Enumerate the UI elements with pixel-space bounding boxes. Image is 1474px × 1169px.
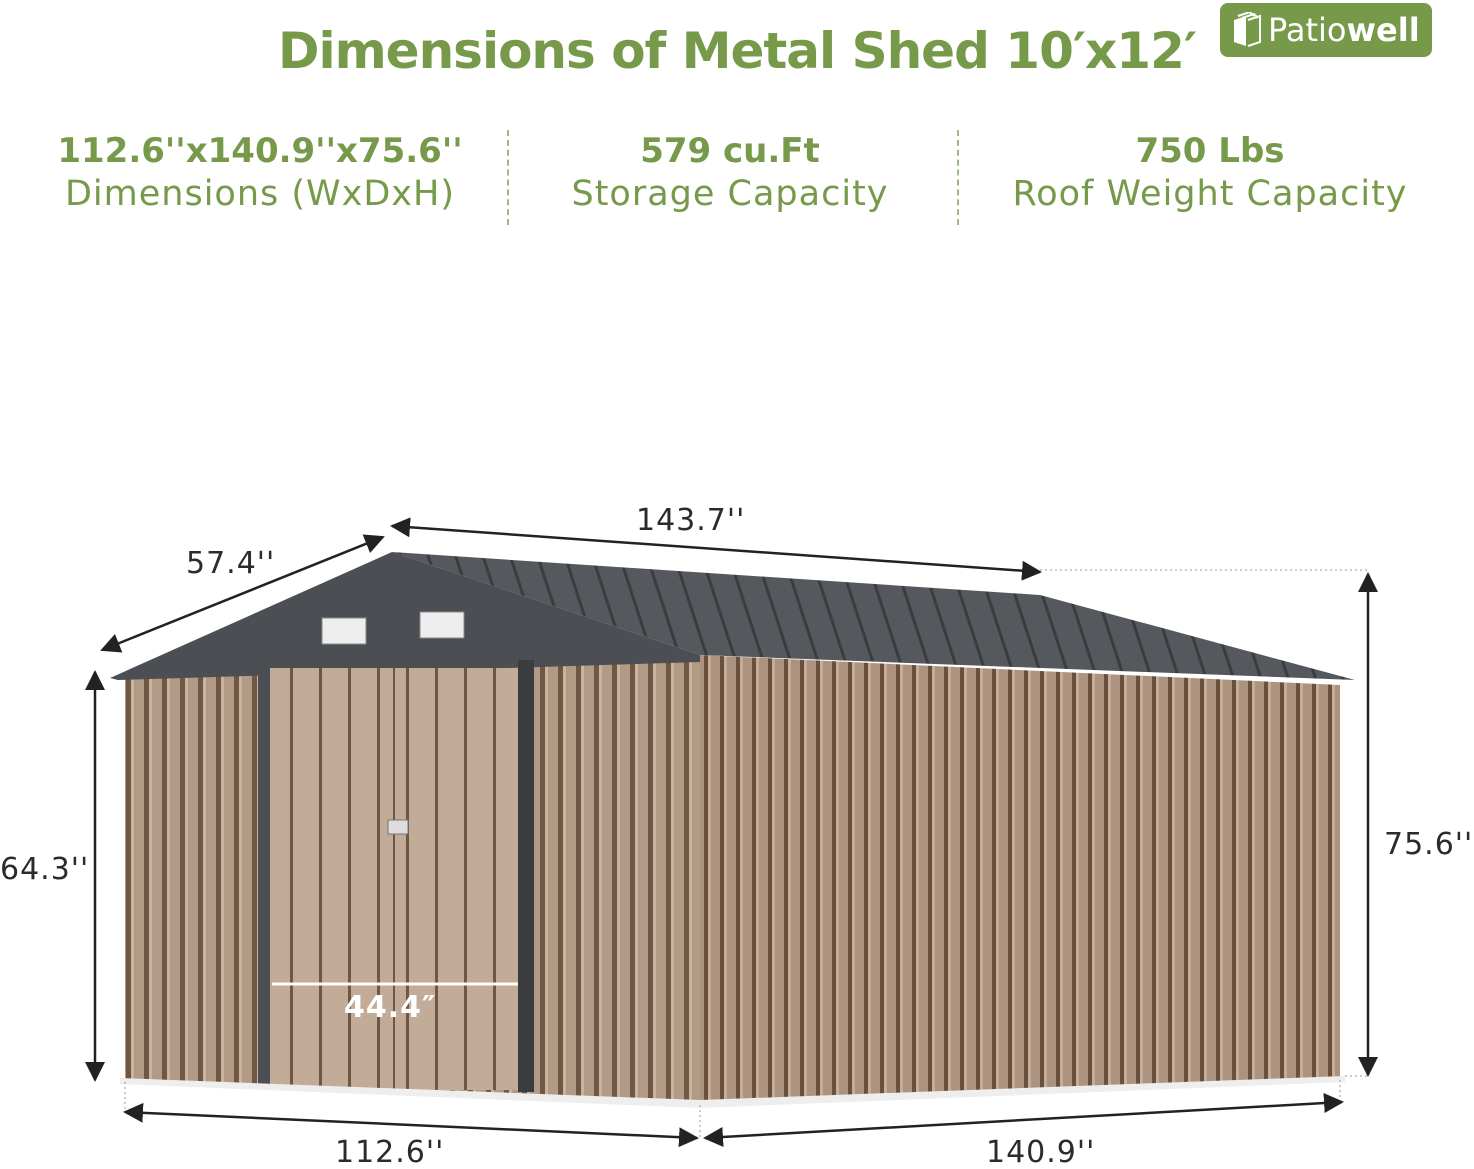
dim-line-width	[123, 1102, 699, 1148]
dim-label-roof-length: 143.7''	[636, 503, 746, 538]
roof	[392, 552, 1355, 680]
vent-icon	[419, 611, 465, 639]
logo-text-light: Patio	[1268, 11, 1347, 49]
divider	[507, 130, 509, 225]
stat-value: 112.6''x140.9''x75.6''	[57, 131, 463, 171]
door-frame	[518, 660, 534, 1092]
logo-icon	[1234, 12, 1261, 47]
brand-logo: Patio well	[1220, 3, 1432, 57]
stat-dimensions: 112.6''x140.9''x75.6'' Dimensions (WxDxH…	[40, 130, 480, 216]
stat-label: Roof Weight Capacity	[1012, 174, 1408, 214]
stat-value: 579 cu.Ft	[640, 131, 820, 171]
dim-label-wall-height: 64.3''	[0, 852, 90, 887]
stat-value: 750 Lbs	[1135, 131, 1285, 171]
stat-storage: 579 cu.Ft Storage Capacity	[520, 130, 940, 216]
dim-label-depth: 140.9''	[986, 1135, 1096, 1169]
dim-label-total-height: 75.6''	[1384, 827, 1474, 862]
side-wall	[700, 655, 1340, 1102]
vent-icon	[321, 617, 367, 645]
dim-label-width: 112.6''	[335, 1135, 445, 1169]
stat-roof-weight: 750 Lbs Roof Weight Capacity	[975, 130, 1445, 216]
stat-label: Storage Capacity	[571, 174, 889, 214]
dim-line-roof-slope	[100, 534, 385, 653]
dim-line-depth	[703, 1093, 1344, 1147]
page-title: Dimensions of Metal Shed 10′x12′	[277, 22, 1197, 80]
divider	[957, 130, 959, 225]
door-handle-icon	[387, 819, 409, 835]
stat-label: Dimensions (WxDxH)	[64, 174, 455, 214]
dim-label-roof-slope: 57.4''	[186, 546, 276, 581]
dim-label-door-width: 44.4″	[344, 990, 437, 1025]
logo-text-bold: well	[1346, 11, 1420, 49]
door-frame	[258, 668, 270, 1088]
dim-line-roof-length	[390, 517, 1042, 581]
